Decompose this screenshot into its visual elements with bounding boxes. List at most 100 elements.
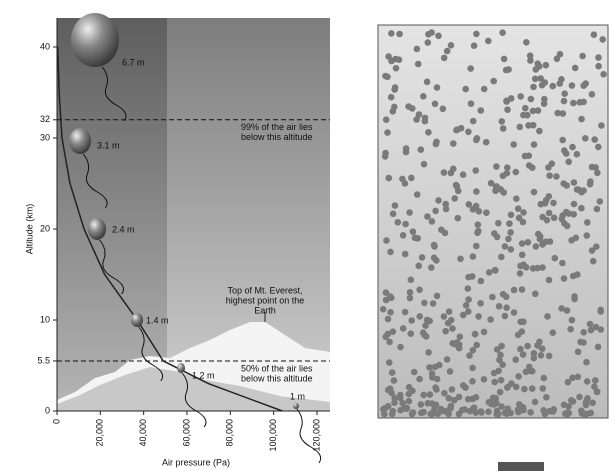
molecule [489, 294, 496, 301]
molecule [511, 287, 518, 294]
molecule [473, 188, 480, 195]
molecule [444, 356, 451, 363]
molecule [524, 343, 531, 350]
x-tick-label: 0 [51, 419, 61, 424]
molecule [519, 240, 526, 247]
balloon [293, 403, 299, 409]
molecule [543, 394, 550, 401]
molecule [546, 172, 553, 179]
molecule [534, 265, 541, 272]
molecule [418, 401, 425, 408]
molecule [387, 385, 394, 392]
molecule [499, 118, 506, 125]
molecule [493, 163, 500, 170]
y-tick-label: 0 [45, 405, 50, 415]
molecule [575, 374, 582, 381]
molecule [470, 253, 477, 260]
molecule [595, 54, 602, 61]
molecule [508, 246, 515, 253]
molecule [418, 146, 425, 153]
molecule [409, 105, 416, 112]
molecule [458, 125, 465, 132]
molecule [432, 101, 439, 108]
molecule [441, 55, 448, 62]
molecule [503, 98, 510, 105]
molecule [469, 378, 476, 385]
molecule [498, 403, 505, 410]
molecule [448, 42, 455, 49]
molecule [467, 408, 474, 415]
molecule [483, 139, 490, 146]
molecule [397, 392, 404, 399]
balloon [131, 313, 143, 327]
molecule [422, 118, 429, 125]
molecule [507, 229, 514, 236]
molecule [402, 180, 409, 187]
molecule [425, 129, 432, 136]
molecule [515, 407, 522, 414]
molecule [595, 144, 602, 151]
molecule [569, 317, 576, 324]
molecule [456, 394, 463, 401]
molecule [432, 403, 439, 410]
molecule [427, 391, 434, 398]
molecule [388, 30, 395, 37]
molecule [536, 63, 543, 70]
molecule [486, 269, 493, 276]
molecule [559, 216, 566, 223]
molecule [450, 140, 457, 147]
molecule [487, 316, 494, 323]
molecule [594, 170, 601, 177]
molecule [505, 236, 512, 243]
molecule [513, 169, 520, 176]
molecule [391, 377, 398, 384]
molecule [416, 313, 423, 320]
molecule [441, 313, 448, 320]
molecule [560, 180, 567, 187]
molecule [587, 181, 594, 188]
molecule [460, 312, 467, 319]
molecule [530, 122, 537, 129]
molecule [385, 403, 392, 410]
molecule [407, 295, 414, 302]
molecule [574, 151, 581, 158]
molecule [473, 203, 480, 210]
y-tick-label: 40 [40, 41, 50, 51]
molecule [522, 105, 529, 112]
molecule [491, 370, 498, 377]
molecule [415, 61, 422, 68]
molecule [408, 317, 415, 324]
molecule [557, 80, 564, 87]
molecule [491, 379, 498, 386]
molecule [390, 211, 397, 218]
molecule [572, 65, 579, 72]
molecule [473, 31, 480, 38]
y-axis-title: Altitude (km) [24, 204, 34, 255]
molecule [582, 135, 589, 142]
balloon [88, 218, 106, 240]
molecule [408, 175, 415, 182]
molecule [402, 309, 409, 316]
molecule [576, 394, 583, 401]
molecule [563, 209, 570, 216]
molecule [406, 391, 413, 398]
molecule [544, 313, 551, 320]
molecule [465, 129, 472, 136]
molecule [449, 386, 456, 393]
molecule [485, 408, 492, 415]
molecule [553, 173, 560, 180]
molecule [600, 71, 607, 78]
molecule [599, 36, 606, 43]
molecule [593, 243, 600, 250]
molecule [565, 379, 572, 386]
molecule [406, 384, 413, 391]
molecule [531, 355, 538, 362]
y-tick-label: 10 [40, 314, 50, 324]
molecule [382, 153, 389, 160]
molecule [520, 262, 527, 269]
molecule [500, 291, 507, 298]
molecule [564, 409, 571, 416]
molecule [457, 334, 464, 341]
molecule [506, 220, 513, 227]
molecule [595, 344, 602, 351]
